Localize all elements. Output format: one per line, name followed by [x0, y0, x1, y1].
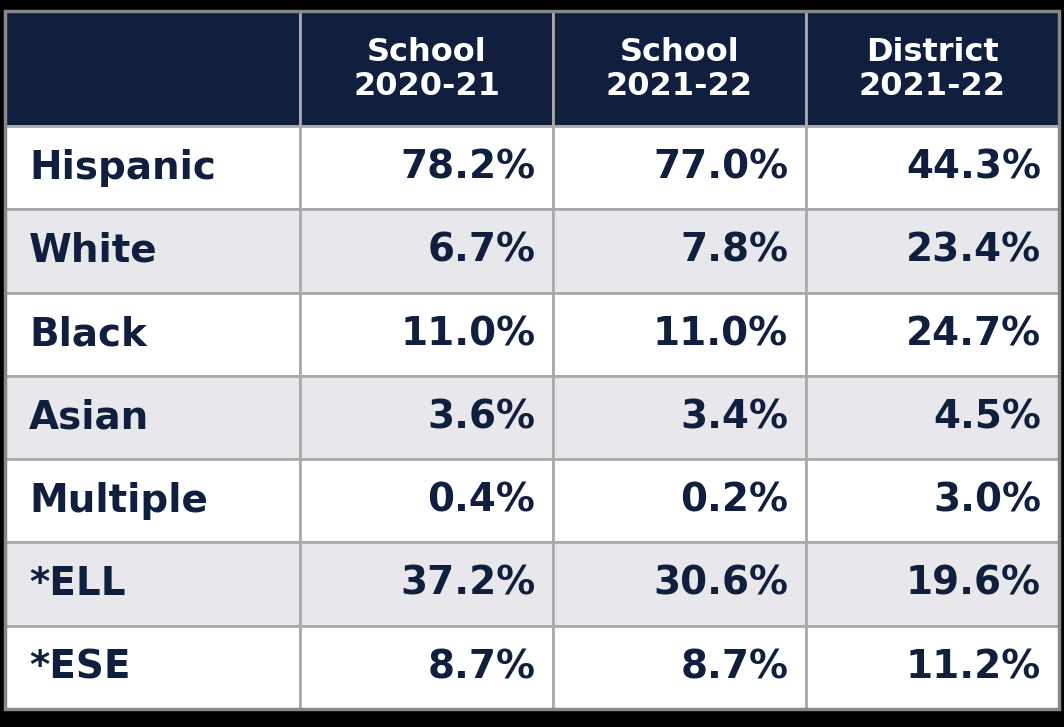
Bar: [805, 542, 1059, 625]
Text: 37.2%: 37.2%: [400, 565, 535, 603]
Bar: [300, 292, 553, 376]
Text: 44.3%: 44.3%: [905, 149, 1041, 187]
Bar: [805, 209, 1059, 292]
Bar: [5, 625, 300, 709]
Text: 19.6%: 19.6%: [905, 565, 1041, 603]
Bar: [805, 126, 1059, 209]
Text: *ELL: *ELL: [29, 565, 126, 603]
Text: 8.7%: 8.7%: [680, 648, 788, 686]
Bar: [300, 376, 553, 459]
Bar: [5, 292, 300, 376]
Bar: [553, 209, 805, 292]
Bar: [805, 376, 1059, 459]
Text: 3.0%: 3.0%: [933, 482, 1041, 520]
Text: 78.2%: 78.2%: [400, 149, 535, 187]
Text: 2021-22: 2021-22: [606, 71, 753, 103]
Bar: [300, 542, 553, 625]
Bar: [5, 459, 300, 542]
Text: Multiple: Multiple: [29, 482, 207, 520]
Text: Asian: Asian: [29, 398, 149, 436]
Text: 4.5%: 4.5%: [933, 398, 1041, 436]
Bar: [553, 376, 805, 459]
Text: 77.0%: 77.0%: [653, 149, 788, 187]
Bar: [553, 292, 805, 376]
Bar: [5, 542, 300, 625]
Text: 3.6%: 3.6%: [428, 398, 535, 436]
Text: 23.4%: 23.4%: [905, 232, 1041, 270]
Text: Black: Black: [29, 316, 147, 353]
Text: Hispanic: Hispanic: [29, 149, 216, 187]
Text: 8.7%: 8.7%: [428, 648, 535, 686]
Text: 2020-21: 2020-21: [353, 71, 500, 103]
Bar: [300, 11, 553, 126]
Text: *ESE: *ESE: [29, 648, 131, 686]
Text: 11.0%: 11.0%: [400, 316, 535, 353]
Bar: [5, 376, 300, 459]
Bar: [553, 11, 805, 126]
Bar: [553, 542, 805, 625]
Bar: [553, 625, 805, 709]
Bar: [300, 459, 553, 542]
Bar: [300, 126, 553, 209]
Text: 0.4%: 0.4%: [428, 482, 535, 520]
Bar: [300, 625, 553, 709]
Bar: [5, 209, 300, 292]
Text: 11.2%: 11.2%: [905, 648, 1041, 686]
Bar: [805, 11, 1059, 126]
Bar: [805, 459, 1059, 542]
Text: District: District: [866, 37, 999, 68]
Text: 11.0%: 11.0%: [653, 316, 788, 353]
Text: 7.8%: 7.8%: [680, 232, 788, 270]
Text: 2021-22: 2021-22: [859, 71, 1005, 103]
Bar: [805, 625, 1059, 709]
Text: School: School: [367, 37, 486, 68]
Bar: [553, 459, 805, 542]
Text: 3.4%: 3.4%: [680, 398, 788, 436]
Bar: [5, 126, 300, 209]
Bar: [553, 126, 805, 209]
Text: 6.7%: 6.7%: [428, 232, 535, 270]
Text: School: School: [619, 37, 739, 68]
Text: 24.7%: 24.7%: [905, 316, 1041, 353]
Text: White: White: [29, 232, 157, 270]
Bar: [805, 292, 1059, 376]
Text: 30.6%: 30.6%: [653, 565, 788, 603]
Bar: [5, 11, 300, 126]
Text: 0.2%: 0.2%: [680, 482, 788, 520]
Bar: [300, 209, 553, 292]
